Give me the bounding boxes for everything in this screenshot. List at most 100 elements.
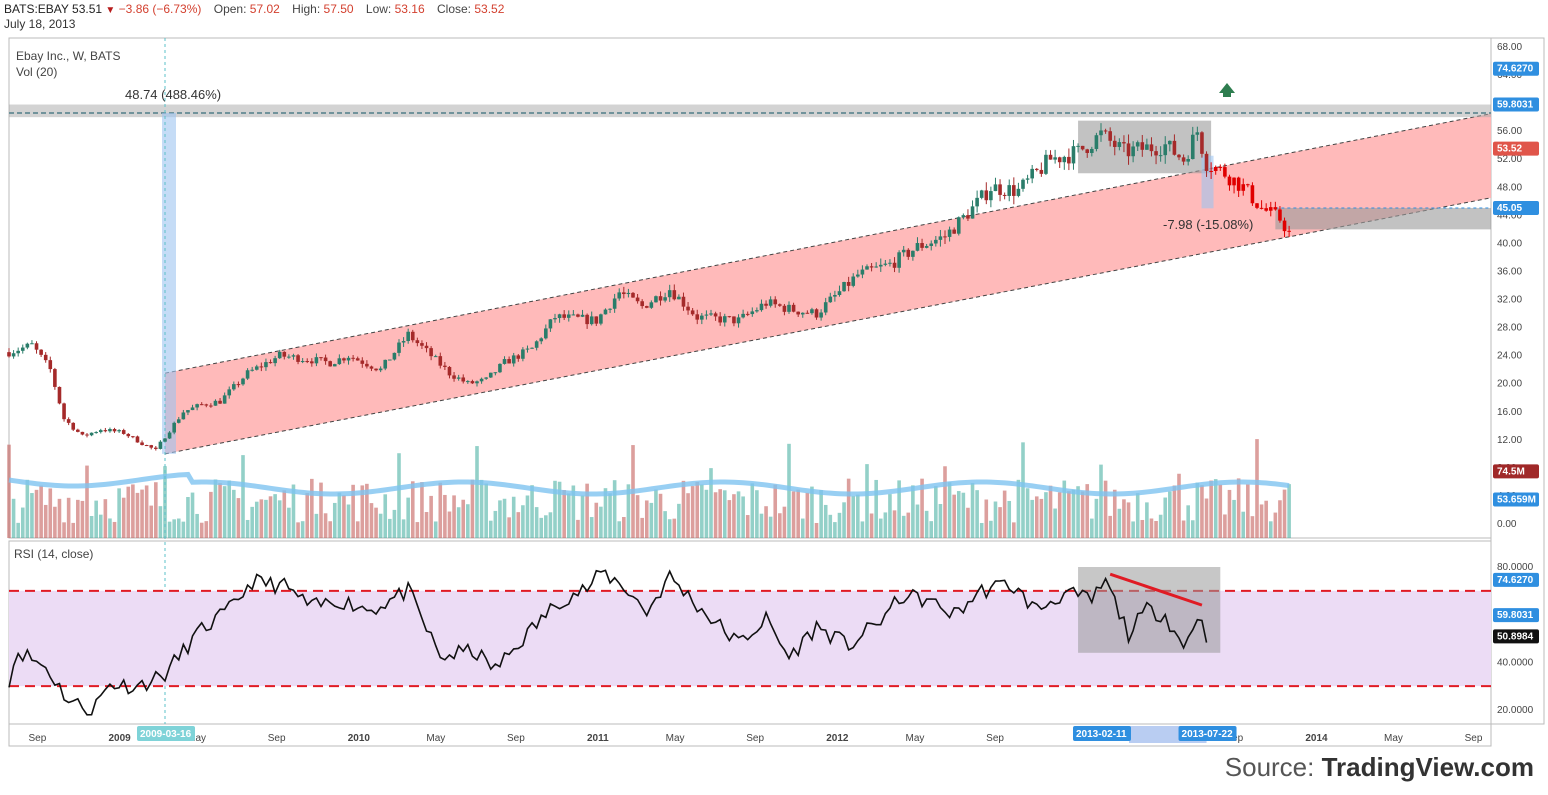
volume-bar	[1236, 478, 1241, 538]
volume-bar	[222, 486, 227, 538]
candle-body	[1030, 168, 1034, 179]
volume-bar	[154, 482, 158, 538]
volume-bar	[938, 504, 943, 538]
candle-body	[493, 372, 498, 374]
volume-bar	[750, 483, 755, 538]
candle-body	[1168, 140, 1172, 145]
volume-bar	[695, 481, 700, 538]
candle-body	[539, 338, 544, 342]
volume-bar	[1177, 473, 1181, 538]
volume-bar	[521, 505, 525, 538]
volume-bar	[447, 511, 452, 538]
volume-bar	[16, 522, 20, 538]
volume-bar	[961, 492, 966, 538]
candle-body	[121, 430, 126, 434]
candle-body	[544, 328, 548, 339]
candle-body	[736, 317, 741, 324]
volume-bar	[167, 521, 172, 538]
candle-body	[1103, 130, 1108, 132]
candle-body	[11, 353, 16, 357]
consolidation-box	[1078, 120, 1212, 174]
volume-bar	[713, 492, 718, 538]
volume-bar	[1268, 521, 1273, 538]
price-tick-label: 48.00	[1497, 182, 1522, 193]
candle-body	[778, 304, 782, 306]
volume-bar	[571, 485, 576, 538]
volume-bar	[851, 496, 856, 538]
up-arrow-icon	[1219, 83, 1235, 97]
candle-body	[993, 184, 998, 192]
volume-bar	[470, 479, 475, 538]
candle-body	[484, 377, 488, 379]
candle-body	[1190, 134, 1195, 160]
volume-bar	[553, 480, 557, 538]
volume-bar	[952, 494, 956, 538]
volume-bar	[1126, 502, 1131, 538]
volume-bar	[337, 492, 342, 538]
candle-body	[998, 184, 1002, 195]
volume-bar	[420, 482, 424, 538]
volume-bar	[1067, 491, 1071, 538]
volume-bar	[677, 503, 681, 538]
candle-body	[947, 229, 952, 237]
candle-body	[1053, 157, 1057, 160]
candle-body	[915, 243, 920, 251]
price-tag	[1493, 141, 1539, 156]
candle-body	[176, 419, 181, 423]
volume-bar	[25, 479, 30, 538]
candle-body	[819, 312, 823, 318]
time-tick-label: May	[666, 733, 685, 744]
volume-bar	[1163, 497, 1168, 538]
candle-body	[612, 298, 617, 309]
candle-body	[681, 296, 686, 307]
candle-body	[883, 263, 888, 265]
candle-body	[1044, 154, 1048, 174]
candle-body	[438, 356, 443, 366]
candle-body	[98, 430, 103, 433]
candle-body	[1076, 145, 1080, 147]
volume-bar	[30, 493, 34, 538]
candle-body	[1131, 146, 1135, 157]
candle-body	[525, 348, 530, 350]
rsi-tag	[1493, 608, 1539, 623]
volume-bar	[823, 504, 828, 538]
time-tag	[1073, 726, 1131, 741]
volume-bar	[1278, 500, 1282, 538]
time-tick-label: May	[426, 733, 445, 744]
candle-body	[667, 290, 672, 298]
volume-bar	[989, 520, 993, 538]
volume-bar	[291, 484, 296, 538]
candle-body	[1007, 185, 1012, 196]
volume-bar	[1085, 484, 1090, 538]
volume-bar	[401, 519, 406, 538]
candle-body	[511, 355, 516, 364]
ticker-bar: BATS:EBAY 53.51 ▼ −3.86 (−6.73%) Open: 5…	[4, 2, 504, 16]
candle-body	[57, 386, 62, 404]
volume-bar	[833, 522, 837, 538]
rsi-tag-text: 74.6270	[1497, 575, 1534, 586]
candle-body	[401, 341, 406, 343]
candle-body	[1255, 203, 1259, 208]
volume-bar	[241, 455, 245, 538]
price-tag-text: 53.52	[1497, 144, 1522, 155]
candle-body	[126, 433, 131, 437]
volume-bar	[1039, 498, 1044, 538]
candle-body	[466, 381, 470, 383]
volume-bar	[511, 496, 516, 538]
candle-body	[20, 347, 25, 351]
candle-body	[488, 372, 493, 378]
candle-body	[502, 359, 507, 364]
volume-bar	[507, 517, 511, 538]
candle-body	[929, 243, 934, 246]
candle-body	[310, 361, 314, 364]
candle-body	[254, 366, 259, 370]
volume-bar	[108, 518, 112, 538]
volume-bar	[365, 483, 369, 538]
volume-bar	[975, 490, 979, 538]
volume-bar	[1200, 485, 1204, 538]
candle-body	[342, 358, 346, 361]
candle-body	[534, 341, 539, 348]
candle-body	[713, 313, 718, 317]
candle-body	[264, 362, 268, 368]
